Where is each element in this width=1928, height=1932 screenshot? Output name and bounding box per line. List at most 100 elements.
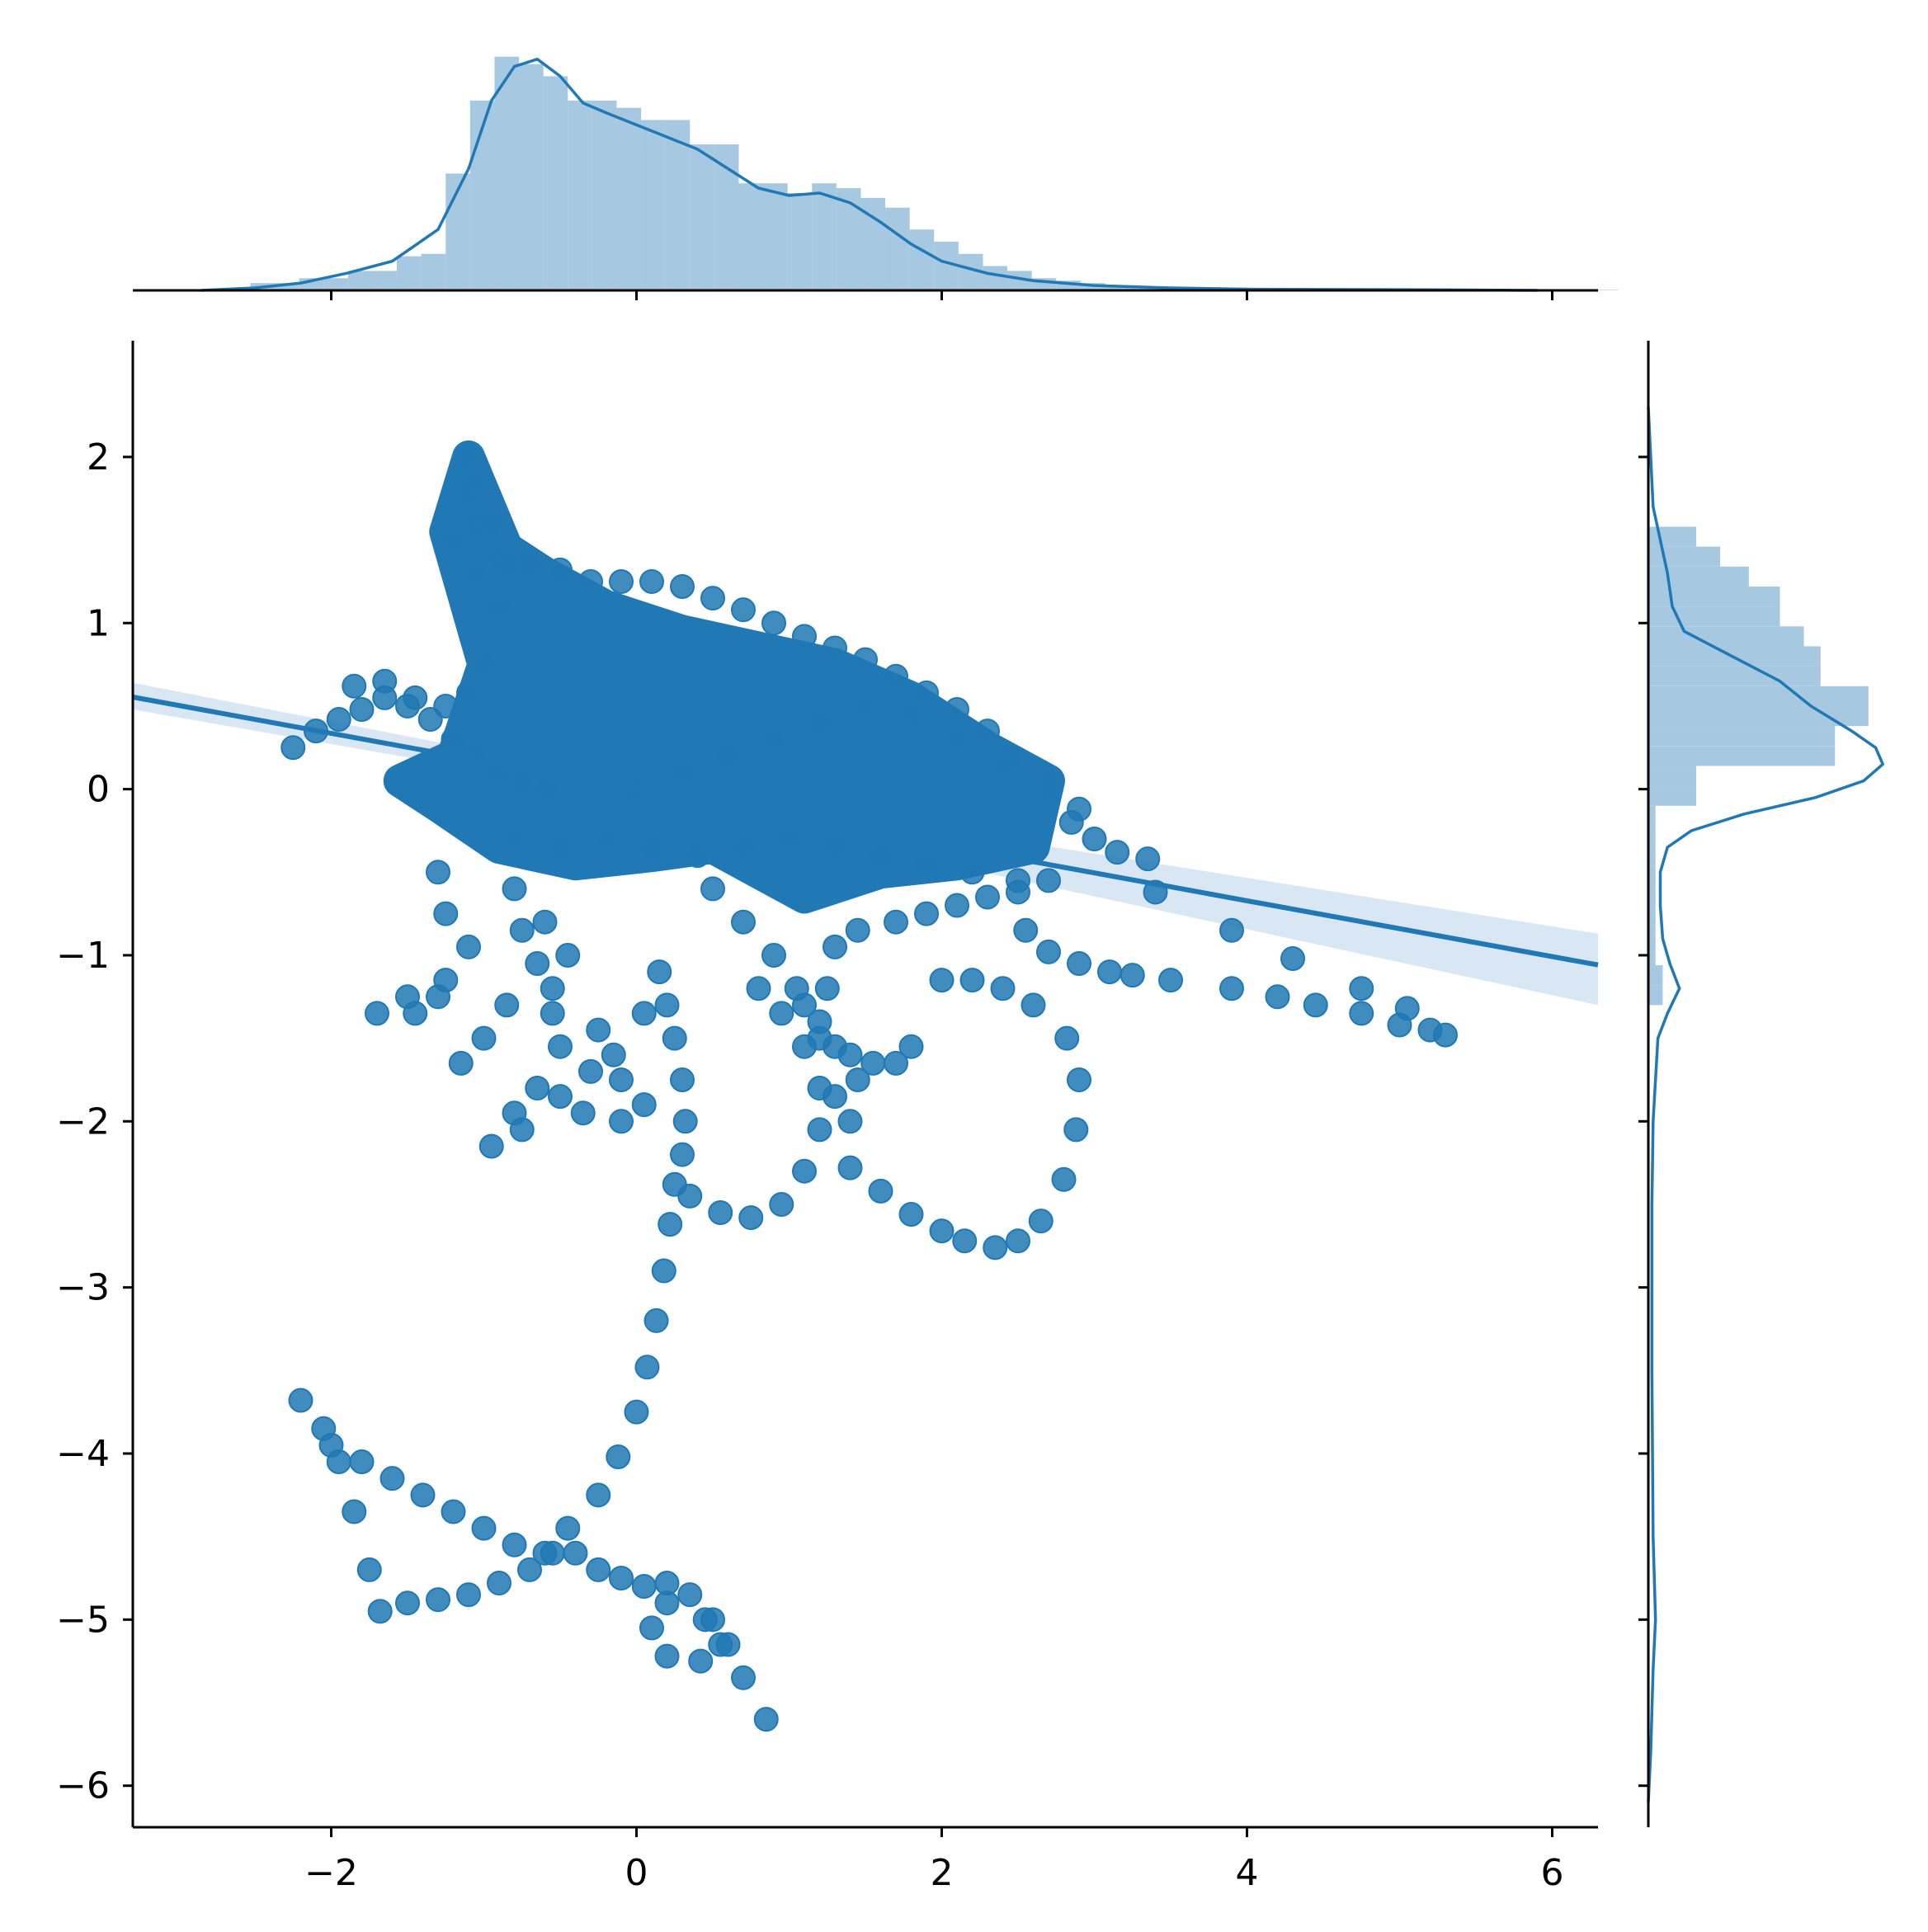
scatter-point [593, 827, 619, 852]
x-marginal-ticks [330, 290, 1553, 300]
scatter-point [441, 727, 466, 752]
scatter-point [845, 917, 870, 943]
y-marginal-histogram [1648, 526, 1869, 1006]
scatter-point [326, 707, 351, 733]
scatter-point [1219, 917, 1244, 943]
scatter-point [1067, 1067, 1091, 1092]
x-axis-ticks: −2 0 2 4 6 [304, 1827, 1564, 1894]
scatter-point [853, 693, 878, 719]
scatter-point [464, 469, 489, 495]
scatter-point [494, 992, 520, 1018]
scatter-point [945, 893, 969, 918]
scatter-point [761, 942, 786, 968]
y-histogram-bar [1648, 606, 1780, 627]
y-histogram-bar [1648, 705, 1869, 727]
x-histogram-bar [787, 193, 813, 290]
x-histogram-bar [519, 64, 544, 291]
scatter-point [761, 610, 786, 636]
scatter-point [433, 901, 459, 926]
scatter-point [548, 1034, 573, 1059]
scatter-point [548, 1084, 573, 1110]
scatter-point [990, 976, 1016, 1001]
y-histogram-bar [1648, 726, 1836, 747]
scatter-point [578, 1058, 603, 1084]
y-histogram-bar [1648, 666, 1821, 686]
scatter-point [426, 1587, 450, 1613]
scatter-point [1120, 963, 1145, 988]
scatter-point [975, 719, 1000, 744]
scatter-point [509, 917, 535, 943]
y-histogram-bar [1648, 925, 1656, 945]
scatter-point [631, 1574, 657, 1600]
scatter-point [502, 1532, 527, 1557]
scatter-point [517, 552, 542, 577]
y-marginal-ticks [1638, 455, 1648, 1788]
scatter-point [807, 1025, 832, 1051]
scatter-point [731, 1665, 756, 1690]
scatter-point [715, 743, 741, 769]
scatter-point [715, 1632, 741, 1657]
y-histogram-bar [1648, 785, 1696, 806]
scatter-point [792, 992, 817, 1018]
y-tick-label: −1 [56, 935, 110, 977]
scatter-point [692, 1607, 718, 1633]
scatter-point [651, 1258, 676, 1284]
scatter-point [769, 1001, 794, 1026]
scatter-point [502, 876, 527, 902]
y-histogram-bar [1648, 546, 1720, 567]
scatter-point [1349, 976, 1374, 1001]
scatter-point [1219, 976, 1244, 1001]
right-marginal-panel [1638, 341, 1885, 1827]
scatter-point [761, 727, 786, 752]
scatter-point [670, 1067, 695, 1092]
scatter-point [1036, 868, 1061, 893]
scatter-point [586, 1017, 611, 1043]
scatter-point [677, 1183, 703, 1209]
scatter-point [1013, 917, 1039, 943]
y-tick-label: −2 [56, 1100, 110, 1143]
scatter-point [1036, 768, 1061, 794]
scatter-point [823, 835, 847, 860]
x-histogram-bar [397, 256, 422, 290]
scatter-point [731, 835, 756, 860]
scatter-point [776, 827, 802, 852]
scatter-point [837, 1109, 863, 1134]
scatter-point [1082, 827, 1107, 852]
scatter-point [372, 668, 398, 694]
x-histogram-bar [1105, 285, 1130, 290]
scatter-point [342, 1499, 367, 1524]
main-scatter-panel: −2 0 2 4 6 2 1 0 −1 −2 −3 −4 −5 −6 [56, 341, 1599, 1894]
scatter-point [823, 1084, 847, 1110]
scatter-point [670, 1142, 695, 1167]
scatter-point [395, 1590, 420, 1616]
y-tick-label: 0 [87, 769, 110, 811]
scatter-point [471, 1025, 497, 1051]
scatter-point [288, 1388, 313, 1413]
y-histogram-bar [1648, 965, 1663, 986]
scatter-point [1021, 992, 1046, 1018]
x-histogram-bar [983, 266, 1008, 290]
scatter-point [280, 735, 306, 761]
scatter-point [517, 1557, 542, 1582]
scatter-point [349, 1449, 375, 1475]
scatter-point [898, 1034, 924, 1059]
scatter-point [639, 835, 664, 860]
scatter-point [731, 597, 756, 623]
scatter-point [959, 860, 985, 885]
scatter-point [1006, 1228, 1030, 1254]
scatter-point [532, 909, 558, 935]
y-histogram-bar [1648, 846, 1656, 866]
scatter-point [647, 959, 672, 985]
scatter-point [456, 680, 481, 705]
scatter-point [318, 1432, 344, 1458]
scatter-point [685, 843, 710, 869]
x-histogram-bar [885, 207, 910, 290]
x-tick-label: 6 [1541, 1852, 1564, 1894]
y-marginal-kde-curve [1647, 407, 1885, 1802]
scatter-point [945, 696, 969, 722]
scatter-point [654, 1643, 680, 1669]
x-histogram-bar [909, 229, 935, 290]
scatter-point [624, 1399, 649, 1425]
scatter-point [1051, 1166, 1077, 1192]
scatter-point [601, 1042, 626, 1067]
